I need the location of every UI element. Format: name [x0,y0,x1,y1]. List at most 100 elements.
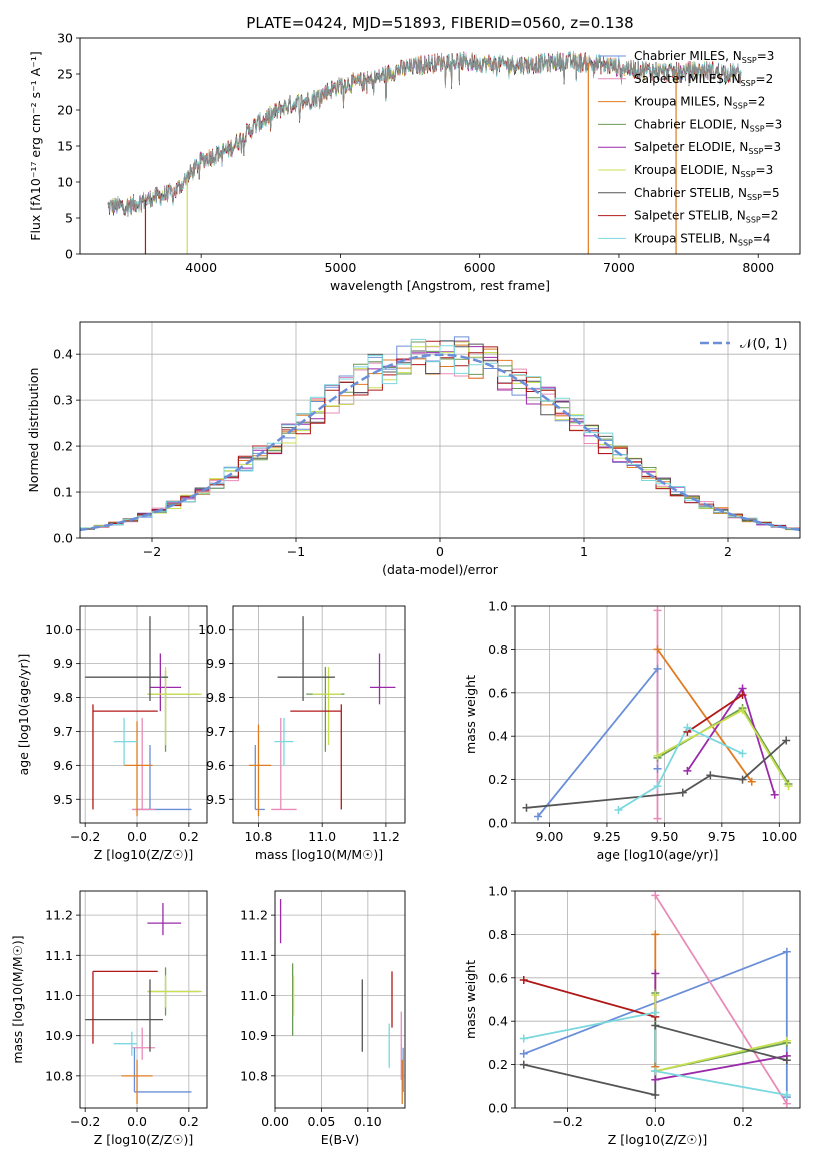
x-tick-label: 0.10 [354,1114,382,1129]
plot-area [515,606,800,823]
y-tick-label: 0.0 [488,816,508,831]
x-tick-label: 0 [436,544,444,559]
panel-age_vs_mass: 10.8 11.0 11.2 9.5 9.6 9.7 9.8 9.9 10.0 mass [log… [198,605,406,862]
x-axis-label: Z [log10(Z/Z☉)] [608,1132,708,1147]
normal-curve [80,353,800,532]
y-tick-label: 0.2 [488,1057,508,1072]
legend-tail: =3 [756,163,774,177]
legend-text: Kroupa STELIB, N [634,231,738,245]
legend-entry-chabrier_elodie: Chabrier ELODIE, NSSP=3 [634,117,782,133]
weight-line-chabrier_stelib [526,739,787,809]
legend-entry-chabrier_miles: Chabrier MILES, NSSP=3 [634,49,774,65]
x-tick-label: 9.75 [708,829,736,844]
weight-point-salpeter_elodie [770,790,779,799]
axes-frame [232,605,406,824]
y-tick-label: 10.0 [198,622,226,637]
weight-point-chabrier_stelib [706,771,715,780]
x-tick-label: 0.0 [645,1114,665,1129]
y-tick-label: 10.8 [45,1068,73,1083]
y-axis-label: mass [log10(M/M☉)] [10,935,25,1063]
legend-entry-kroupa_miles: Kroupa MILES, NSSP=2 [634,95,765,111]
x-axis-label: E(B-V) [321,1132,360,1147]
weight-line-salpeter_miles [654,894,788,1105]
y-tick-label: 11.1 [240,948,268,963]
x-tick-label: 0.2 [179,829,199,844]
y-tick-label: 9.7 [53,724,73,739]
x-tick-label: −1 [287,544,305,559]
legend-tail: =4 [753,231,771,245]
weight-point-kroupa_stelib [782,1090,791,1099]
x-tick-label: 0.00 [261,1114,289,1129]
y-tick-label: 10.8 [240,1068,268,1083]
weight-point-kroupa_miles [651,930,660,939]
x-tick-label: 9.00 [536,829,564,844]
y-tick-label: 0.8 [488,642,508,657]
x-tick-label: 0.0 [127,1114,147,1129]
weight-point-kroupa_stelib [519,1034,528,1043]
weight-point-salpeter_stelib [519,975,528,984]
weight-point-chabrier_miles [533,812,542,821]
panel-weight_vs_Z: −0.2 0.0 0.2 0.0 0.2 0.4 0.6 0.8 1.0 Z [log10(Z/Z… [463,884,801,1147]
x-tick-label: 6000 [464,260,496,275]
plot-area [80,606,207,823]
x-axis-label: Z [log10(Z/Z☉)] [94,1132,194,1147]
legend-subscript: SSP [742,56,757,65]
panel-residuals: −2 −1 0 1 2 0.0 0.1 0.2 0.3 0.4 (data-model)/error… [26,321,801,577]
x-tick-label: −0.2 [70,1114,100,1129]
legend-subscript: SSP [738,238,753,247]
y-tick-label: 5 [65,211,73,226]
legend-entry-kroupa_elodie: Kroupa ELODIE, NSSP=3 [634,163,773,179]
weight-point-kroupa_elodie [651,991,660,1000]
weight-point-chabrier_stelib [678,788,687,797]
legend-entry-normal: 𝒩(0, 1) [740,337,787,352]
weight-point-kroupa_stelib [651,1008,660,1017]
y-tick-label: 0.1 [53,485,73,500]
weight-point-chabrier_stelib [519,1060,528,1069]
legend-subscript: SSP [733,102,748,111]
y-tick-label: 0.6 [488,970,508,985]
weight-point-chabrier_stelib [651,1021,660,1030]
legend-subscript: SSP [748,147,763,156]
x-tick-label: 7000 [603,260,635,275]
plot-area [80,891,207,1108]
y-tick-label: 0.4 [488,729,508,744]
legend-text: Kroupa ELODIE, N [634,163,741,177]
axes-frame [514,605,801,824]
weight-point-kroupa_stelib [738,749,747,758]
y-tick-label: 9.8 [53,690,73,705]
legend-subscript: SSP [741,170,756,179]
panel-weight_vs_age: 9.00 9.25 9.50 9.75 10.00 0.0 0.2 0.4 0.6 0.8 1.0 a… [463,599,801,862]
y-tick-label: 10 [57,175,73,190]
spectrum-data [107,53,742,215]
y-tick-label: 30 [57,31,73,46]
x-axis-label: Z [log10(Z/Z☉)] [94,847,194,862]
plot-area [80,322,800,538]
weight-point-chabrier_stelib [522,803,531,812]
weight-point-chabrier_stelib [782,1056,791,1065]
y-tick-label: 10.9 [45,1028,73,1043]
axes-frame [79,321,801,539]
x-tick-label: −0.2 [552,1114,582,1129]
weight-line-salpeter_stelib [686,694,744,733]
weight-point-kroupa_stelib [683,723,692,732]
plot-area [515,891,800,1108]
y-tick-label: 9.8 [206,690,226,705]
weight-point-chabrier_miles [519,1049,528,1058]
weight-point-kroupa_stelib [653,782,662,791]
x-tick-label: 2 [724,544,732,559]
y-tick-label: 9.5 [206,792,226,807]
legend-tail: =3 [757,49,775,63]
weight-point-chabrier_miles [653,664,662,673]
y-tick-label: 0.2 [488,772,508,787]
weight-point-chabrier_stelib [738,775,747,784]
x-tick-label: 1 [580,544,588,559]
panel-mass_vs_ebv: 0.00 0.05 0.10 10.8 10.9 11.0 11.1 11.2 E(B-V) [240,890,406,1147]
y-tick-label: 0.8 [488,927,508,942]
legend-tail: =2 [756,72,774,86]
weight-point-chabrier_miles [653,764,662,773]
panel-spectrum: 4000 5000 6000 7000 8000 0 5 10 15 20 25 30 waveleng… [28,31,801,293]
y-tick-label: 9.9 [206,656,226,671]
weight-point-kroupa_stelib [651,1067,660,1076]
